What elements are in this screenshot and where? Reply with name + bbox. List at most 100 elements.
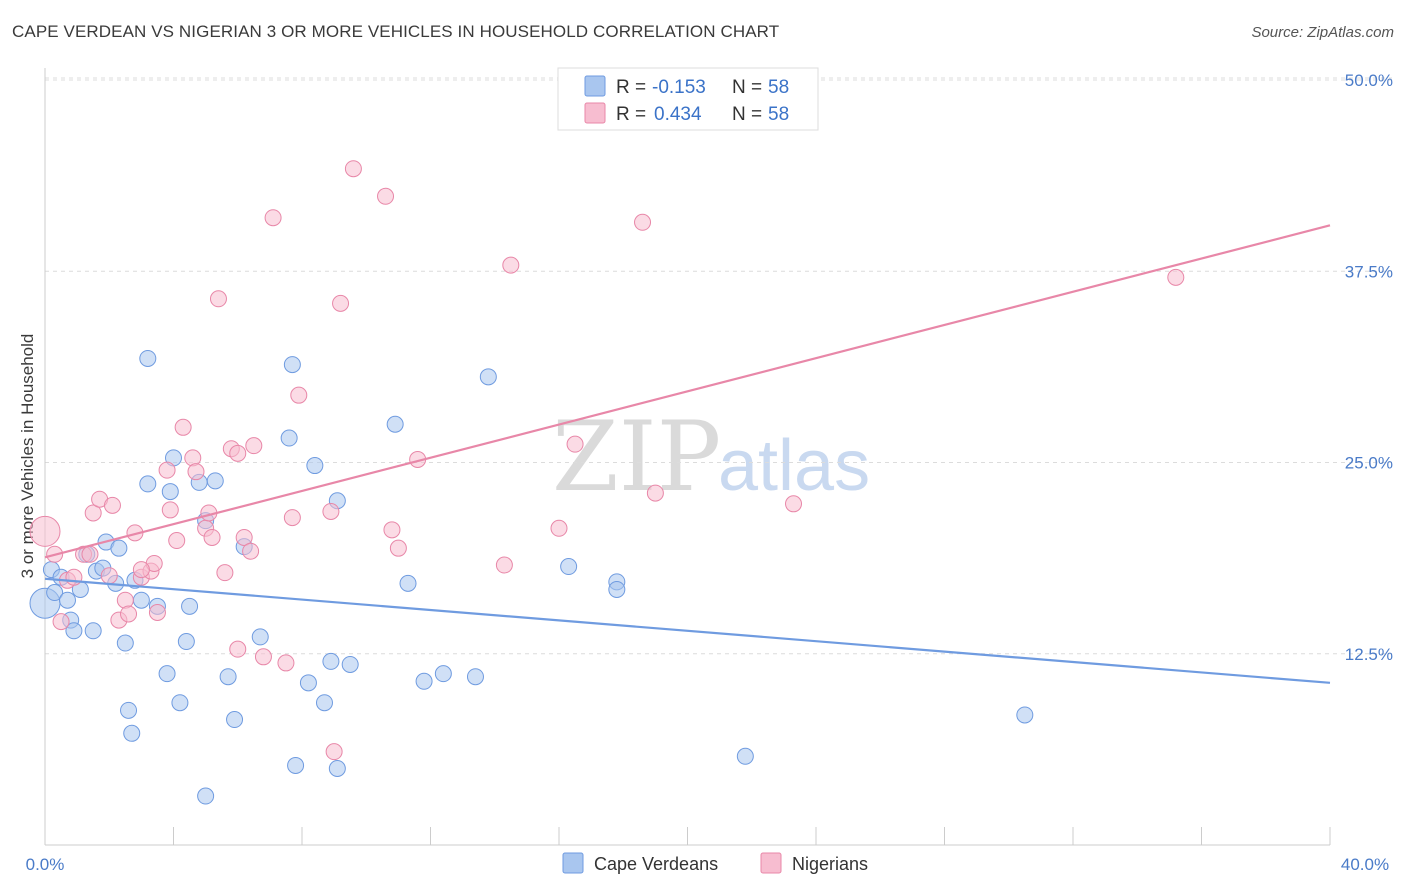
legend-bottom: Cape Verdeans Nigerians <box>562 852 868 874</box>
point-nigerians <box>283 509 301 527</box>
x-tick-label-max: 40.0% <box>1341 855 1389 874</box>
watermark-atlas: atlas <box>718 426 870 506</box>
point-cape-verdeans <box>123 724 141 742</box>
trend-line-cape-verdeans <box>44 577 1331 684</box>
point-cape-verdeans <box>158 665 176 683</box>
point-cape-verdeans <box>328 760 346 777</box>
point-nigerians <box>120 605 138 623</box>
point-cape-verdeans <box>315 694 333 712</box>
point-cape-verdeans <box>434 665 452 683</box>
chart-title: CAPE VERDEAN VS NIGERIAN 3 OR MORE VEHIC… <box>12 22 780 41</box>
point-cape-verdeans <box>251 628 269 646</box>
point-nigerians <box>245 437 263 455</box>
y-tick-label: 37.5% <box>1345 262 1393 281</box>
point-cape-verdeans <box>386 415 404 433</box>
point-cape-verdeans <box>226 711 244 729</box>
data-points <box>29 160 1185 805</box>
point-nigerians <box>550 519 568 537</box>
x-tick-label-min: 0.0% <box>26 855 65 874</box>
point-nigerians <box>322 502 340 520</box>
point-nigerians <box>383 521 401 539</box>
point-nigerians <box>344 160 362 178</box>
point-nigerians <box>377 187 395 205</box>
point-cape-verdeans <box>171 694 189 712</box>
point-nigerians <box>634 213 652 231</box>
point-nigerians <box>325 743 343 761</box>
point-cape-verdeans <box>46 584 64 602</box>
point-nigerians <box>264 209 282 227</box>
point-nigerians <box>242 542 260 560</box>
point-nigerians <box>254 648 272 666</box>
point-cape-verdeans <box>299 674 317 692</box>
point-cape-verdeans <box>341 655 359 673</box>
point-cape-verdeans <box>399 574 417 592</box>
point-nigerians <box>132 561 150 579</box>
point-nigerians <box>84 504 102 522</box>
point-nigerians <box>52 613 70 631</box>
point-cape-verdeans <box>177 633 195 651</box>
y-axis-label: 3 or more Vehicles in Household <box>18 334 37 579</box>
trend-line-nigerians <box>44 224 1331 559</box>
legend-bottom-label-cape-verdeans: Cape Verdeans <box>594 854 718 874</box>
point-cape-verdeans <box>139 475 157 493</box>
point-nigerians <box>229 640 247 658</box>
point-nigerians <box>235 528 253 546</box>
legend-n-label: N = <box>732 77 762 98</box>
point-nigerians <box>100 567 118 585</box>
point-nigerians <box>148 603 166 621</box>
point-nigerians <box>116 591 134 609</box>
point-nigerians <box>1167 268 1185 286</box>
point-cape-verdeans <box>322 652 340 670</box>
point-nigerians <box>158 461 176 479</box>
point-nigerians <box>29 515 61 547</box>
point-cape-verdeans <box>560 558 578 576</box>
legend-top: R = -0.153 N = 58 R = 0.434 N = 58 <box>557 67 819 131</box>
watermark-zip: ZIP <box>552 401 721 513</box>
point-cape-verdeans <box>110 539 128 557</box>
point-nigerians <box>216 564 234 582</box>
legend-r-value: -0.153 <box>652 77 706 98</box>
point-nigerians <box>785 495 803 513</box>
legend-r-value: 0.434 <box>654 104 702 125</box>
y-tick-label: 50.0% <box>1345 71 1393 90</box>
point-cape-verdeans <box>65 622 83 640</box>
point-nigerians <box>65 568 83 586</box>
legend-bottom-label-nigerians: Nigerians <box>792 854 868 874</box>
legend-bottom-swatch-nigerians <box>760 852 782 874</box>
legend-swatch-cape-verdeans <box>584 75 606 97</box>
point-cape-verdeans <box>84 622 102 640</box>
y-tick-label: 12.5% <box>1345 645 1393 664</box>
source-label: Source: ZipAtlas.com <box>1251 24 1394 41</box>
point-cape-verdeans <box>181 597 199 615</box>
legend-bottom-swatch-cape-verdeans <box>562 852 584 874</box>
point-cape-verdeans <box>132 591 150 609</box>
legend-r-label: R = <box>616 104 646 125</box>
point-cape-verdeans <box>161 483 179 501</box>
point-nigerians <box>566 435 584 453</box>
point-cape-verdeans <box>415 672 433 690</box>
point-cape-verdeans <box>1016 706 1034 724</box>
x-ticks <box>44 827 1331 845</box>
point-nigerians <box>229 444 247 462</box>
point-cape-verdeans <box>58 591 76 609</box>
y-tick-labels: 12.5% 25.0% 37.5% 50.0% <box>1345 71 1393 664</box>
point-nigerians <box>277 654 295 672</box>
point-cape-verdeans <box>608 580 626 598</box>
point-nigerians <box>103 496 121 514</box>
point-nigerians <box>161 501 179 519</box>
point-cape-verdeans <box>116 634 134 652</box>
legend-n-value: 58 <box>768 77 789 98</box>
point-nigerians <box>168 532 186 550</box>
point-cape-verdeans <box>287 756 305 774</box>
point-nigerians <box>646 484 664 502</box>
point-nigerians <box>389 539 407 557</box>
legend-n-value: 58 <box>768 104 789 125</box>
point-nigerians <box>174 418 192 436</box>
point-cape-verdeans <box>466 668 484 686</box>
point-cape-verdeans <box>139 349 157 367</box>
point-nigerians <box>502 256 520 274</box>
point-cape-verdeans <box>219 668 237 686</box>
y-tick-label: 25.0% <box>1345 454 1393 473</box>
point-nigerians <box>184 449 202 467</box>
